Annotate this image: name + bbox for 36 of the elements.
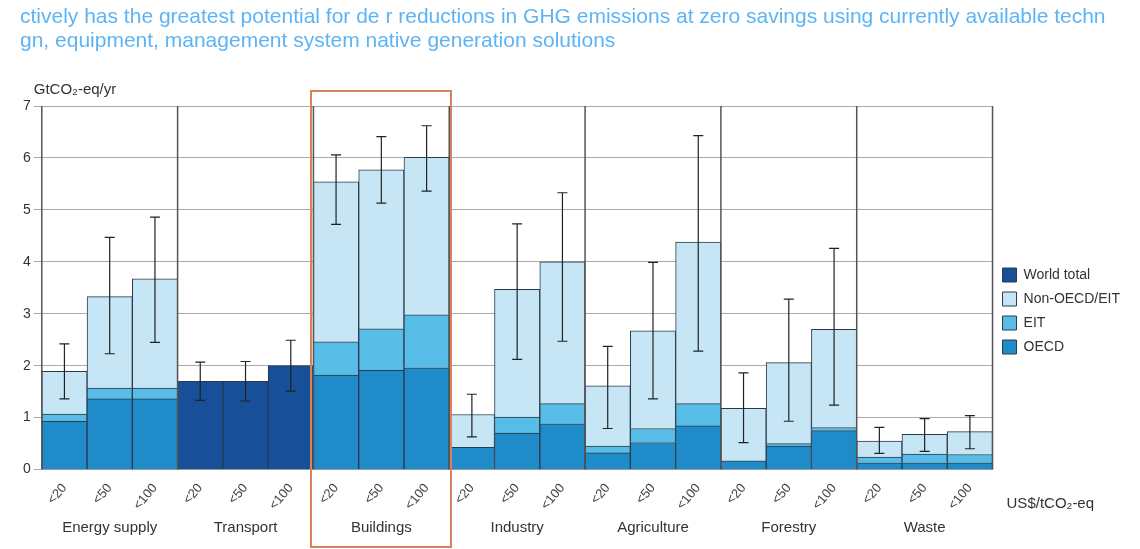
chart-subtitle: ctively has the greatest potential for de r reductions in GHG emissions at zero savings using currently available techn gn, equipment, management system native generation solutions (19, 3, 1107, 53)
text: Forestry (761, 517, 817, 535)
x-tick-label: <20 (179, 480, 206, 507)
x-tick-label: <50 (496, 480, 523, 507)
y-tick-label: 3 (22, 304, 31, 321)
x-axis-title: US$/tCO₂-eq (1006, 493, 1095, 511)
y-tick-label: 6 (22, 148, 31, 165)
legend-label: World total (1023, 265, 1091, 282)
x-tick-label: <50 (904, 480, 930, 507)
legend-label: Non-OECD/EIT (1023, 289, 1121, 306)
y-axis-title: GtCO₂-eq/yr (33, 80, 117, 97)
x-tick-label: <20 (315, 480, 342, 507)
legend-label: EIT (1023, 313, 1046, 330)
text: Agriculture (617, 517, 689, 535)
y-tick-label: 4 (22, 252, 31, 269)
x-tick-label: <20 (43, 480, 70, 507)
x-tick-label: <50 (360, 480, 387, 507)
y-tick-label: 5 (22, 200, 31, 217)
y-tick-label: 0 (22, 460, 31, 477)
x-tick-label: <20 (722, 480, 749, 507)
x-tick-label: <20 (587, 480, 613, 507)
text: Buildings (350, 517, 412, 535)
y-tick-label: 2 (22, 356, 31, 373)
legend-label: OECD (1023, 337, 1064, 354)
y-tick-label: 7 (22, 96, 31, 113)
text: Waste (903, 517, 946, 535)
text: Transport (213, 517, 279, 535)
text: Industry (490, 517, 545, 535)
x-tick-label: <50 (224, 480, 251, 507)
y-tick-label: 1 (22, 408, 31, 425)
x-tick-label: <50 (768, 480, 794, 507)
x-tick-label: <50 (89, 480, 115, 507)
x-tick-label: <20 (858, 480, 885, 507)
x-tick-label: <50 (632, 480, 659, 507)
text: Energy supply (62, 517, 158, 535)
x-tick-label: <20 (451, 480, 477, 507)
